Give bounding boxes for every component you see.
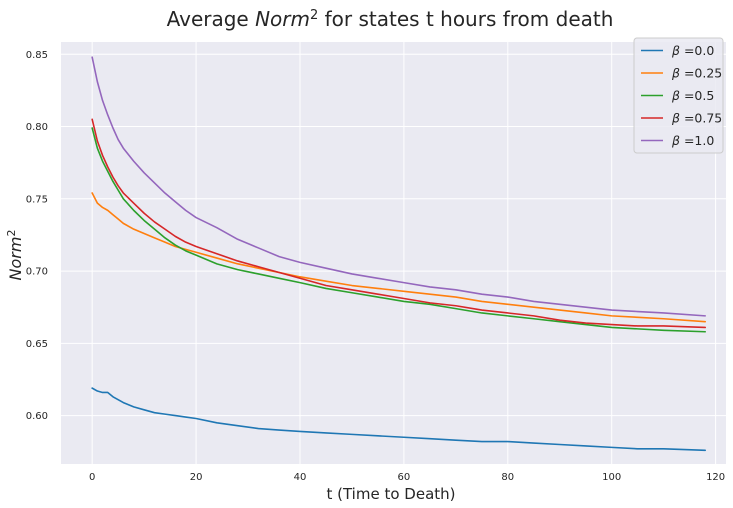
series-group — [91, 56, 707, 452]
series-line-beta-0-75 — [91, 118, 707, 329]
legend-label: β =0.5 — [671, 88, 714, 103]
series-line-beta-0-5 — [91, 127, 707, 333]
y-tick-label: 0.65 — [26, 339, 48, 350]
y-tick-label: 0.80 — [26, 122, 48, 133]
series-line-beta-1-0 — [91, 56, 707, 317]
legend-label: β =0.0 — [671, 43, 714, 58]
x-tick-label: 80 — [501, 472, 514, 483]
y-ticks: 0.60 0.65 0.70 0.75 0.80 0.85 — [26, 50, 48, 422]
legend-label: β =1.0 — [671, 133, 714, 148]
x-tick-label: 100 — [602, 472, 621, 483]
y-tick-label: 0.85 — [26, 50, 48, 61]
y-tick-label: 0.70 — [26, 267, 48, 278]
x-tick-label: 0 — [89, 472, 95, 483]
chart-title: Average Norm2 for states t hours from de… — [167, 7, 614, 31]
x-tick-label: 20 — [190, 472, 203, 483]
x-tick-label: 40 — [294, 472, 307, 483]
y-axis-label: Norm2 — [5, 230, 26, 281]
y-tick-label: 0.75 — [26, 194, 48, 205]
x-tick-label: 60 — [398, 472, 411, 483]
legend: β =0.0 β =0.25 β =0.5 β =0.75 β =1.0 — [633, 37, 724, 154]
y-tick-label: 0.60 — [26, 411, 48, 422]
series-line-beta-0-0 — [91, 387, 707, 452]
x-axis-label: t (Time to Death) — [326, 485, 455, 503]
plot-background — [61, 42, 726, 464]
legend-box — [633, 37, 724, 154]
x-tick-label: 120 — [706, 472, 725, 483]
legend-label: β =0.25 — [671, 66, 722, 81]
legend-label: β =0.75 — [671, 111, 722, 126]
x-ticks: 0 20 40 60 80 100 120 — [89, 472, 725, 483]
